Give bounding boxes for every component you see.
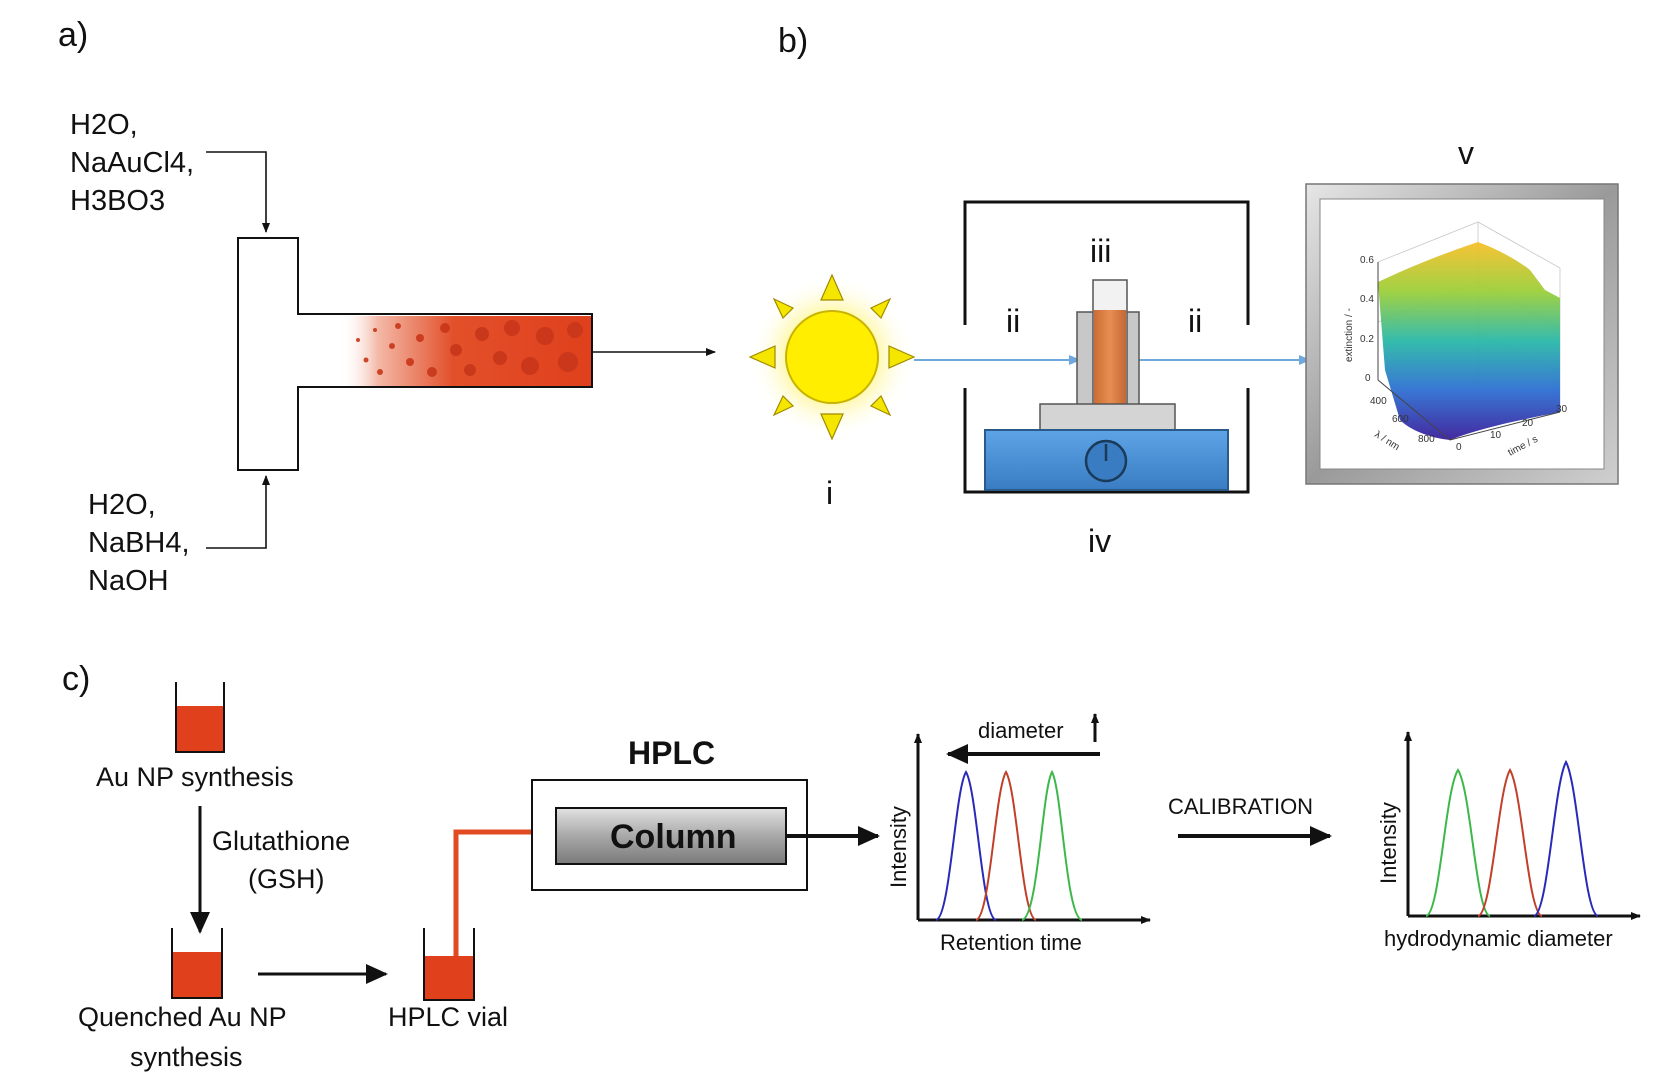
inlet-bottom-arrow (206, 475, 270, 549)
vial-liquid (424, 956, 474, 1000)
peak-green (1021, 769, 1083, 921)
cuvette-sample (1094, 310, 1126, 406)
extinction-surface (1378, 242, 1560, 440)
synthesis-beaker (175, 682, 225, 753)
peak-green (1425, 768, 1491, 917)
hplc-column (555, 807, 787, 865)
spectrum-3d-plot: 0.6 0.4 0.2 0 extinction / - 400 600 800… (1305, 183, 1619, 485)
diameter-label: diameter (978, 718, 1064, 743)
measurement-enclosure (963, 200, 1250, 494)
hplc-instrument: Column (531, 779, 808, 891)
z-tick-label: 0.4 (1360, 294, 1374, 305)
x-tick-label: 800 (1418, 434, 1435, 445)
quencher-label: Glutathione (212, 826, 350, 856)
reaction-tube-fill (340, 316, 591, 386)
inlet-top-reagents: H2O, NaAuCl4, H3BO3 (70, 109, 194, 217)
reagent-text: NaOH (88, 565, 169, 597)
calibration-label: CALIBRATION (1168, 794, 1313, 819)
y-tick-label: 30 (1556, 404, 1568, 415)
reagent-text: H2O, (70, 109, 138, 141)
y-axis-label: Intensity (886, 806, 911, 888)
reagent-text: H3BO3 (70, 185, 165, 217)
x-axis-label: Retention time (940, 930, 1082, 955)
z-axis-label: extinction / - (1344, 308, 1355, 362)
reagent-text: H2O, (88, 489, 156, 521)
z-tick-label: 0 (1365, 373, 1371, 384)
hplc-vial (423, 829, 556, 1001)
y-axis-label: Intensity (1376, 802, 1401, 884)
synthesis-label: Au NP synthesis (96, 762, 294, 792)
label-v: v (1458, 135, 1474, 171)
z-tick-label: 0.2 (1360, 334, 1374, 345)
x-tick-label: 400 (1370, 396, 1387, 407)
panel-b-label: b) (778, 22, 808, 60)
reagent-text: NaBH4, (88, 527, 190, 559)
stage-plate (1039, 403, 1176, 431)
sun-disc (785, 310, 879, 404)
label-iii: iii (1090, 233, 1111, 269)
size-distribution: Intensity hydrodynamic diameter (1376, 731, 1641, 951)
y-tick-label: 20 (1522, 418, 1534, 429)
quencher-label: (GSH) (248, 864, 325, 894)
quenched-label: synthesis (130, 1042, 243, 1072)
panel-a-label: a) (58, 16, 88, 54)
magnetic-stirrer (984, 429, 1229, 491)
sample-tubing (453, 829, 556, 956)
quenched-label: Quenched Au NP (78, 1002, 287, 1032)
z-tick-label: 0.6 (1360, 255, 1374, 266)
beaker-liquid (172, 952, 222, 998)
vial-label: HPLC vial (388, 1002, 508, 1032)
label-ii-left: ii (1006, 303, 1020, 339)
y-tick-label: 10 (1490, 430, 1502, 441)
reagent-text: NaAuCl4, (70, 147, 194, 179)
x-axis-label: hydrodynamic diameter (1384, 926, 1613, 951)
nanoparticle-bubbles (356, 320, 583, 377)
label-iv: iv (1088, 523, 1111, 559)
label-i: i (826, 475, 833, 511)
peak-blue (935, 770, 997, 921)
beaker-liquid (176, 706, 224, 752)
hplc-title: HPLC (628, 735, 715, 771)
quenched-beaker (171, 928, 223, 999)
panel-c-label: c) (62, 660, 90, 698)
x-tick-label: 600 (1392, 414, 1409, 425)
peak-red (1477, 768, 1543, 917)
chromatogram: diameter Intensity Retention time (886, 713, 1151, 955)
y-tick-label: 0 (1456, 442, 1462, 453)
peak-red (975, 770, 1037, 921)
label-ii-right: ii (1188, 303, 1202, 339)
sun-rays (748, 273, 916, 441)
t-mixer (206, 151, 716, 549)
peak-blue (1533, 759, 1599, 917)
inlet-bottom-reagents: H2O, NaBH4, NaOH (88, 489, 190, 597)
cuvette-holder (1039, 279, 1176, 431)
column-label: Column (610, 818, 737, 856)
inlet-top-arrow (206, 151, 270, 233)
sun-light-source (748, 273, 916, 441)
